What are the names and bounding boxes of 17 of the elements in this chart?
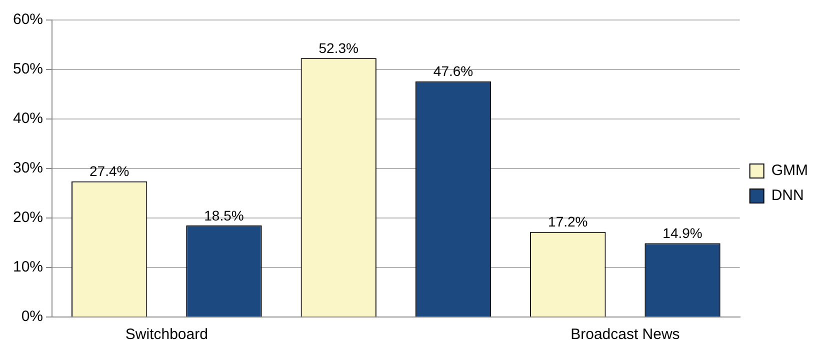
data-label: 27.4%: [89, 163, 130, 180]
data-label: 17.2%: [548, 214, 588, 230]
x-tick-label: Broadcast News: [570, 326, 680, 344]
y-tick-label: 10%: [12, 258, 44, 276]
y-tick-label: 40%: [12, 110, 44, 128]
data-label: 18.5%: [204, 207, 244, 224]
legend-label: DNN: [771, 187, 804, 204]
legend-label: GMM: [771, 162, 808, 180]
y-tick-label: 60%: [12, 11, 44, 28]
y-tick-label: 20%: [12, 209, 44, 226]
x-tick-label: Switchboard: [125, 326, 208, 344]
y-tick-label: 50%: [12, 60, 44, 78]
data-label: 47.6%: [433, 63, 474, 80]
data-label: 14.9%: [662, 225, 702, 242]
y-tick-label: 0%: [21, 308, 44, 326]
data-label: 52.3%: [318, 40, 358, 56]
y-tick-label: 30%: [12, 160, 44, 177]
